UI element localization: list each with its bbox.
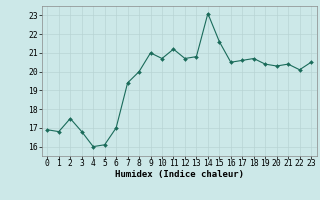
X-axis label: Humidex (Indice chaleur): Humidex (Indice chaleur) — [115, 170, 244, 179]
